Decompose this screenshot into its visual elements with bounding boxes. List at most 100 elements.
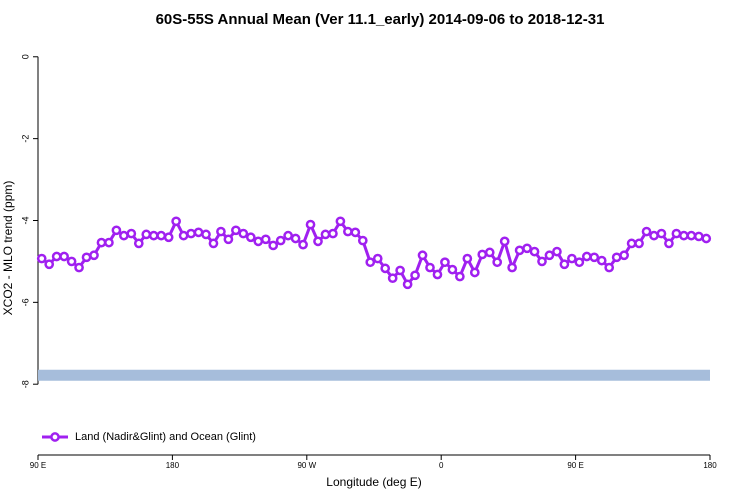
data-point — [596, 255, 607, 266]
data-point — [634, 238, 644, 249]
data-point — [171, 216, 181, 227]
data-point — [686, 230, 697, 241]
x-tick-label: 180 — [166, 461, 180, 470]
data-point — [447, 264, 458, 275]
data-point — [372, 253, 383, 264]
series-line — [40, 217, 707, 288]
data-point — [268, 240, 279, 251]
data-point — [193, 227, 204, 238]
data-point — [387, 273, 398, 284]
data-point — [499, 236, 510, 247]
data-point — [619, 250, 629, 261]
data-point — [335, 216, 346, 227]
data-point — [402, 279, 413, 290]
data-point — [343, 226, 353, 237]
data-point — [245, 232, 256, 243]
y-tick-label: 0 — [20, 54, 30, 59]
data-point — [66, 256, 77, 267]
chart-title: 60S-55S Annual Mean (Ver 11.1_early) 201… — [156, 11, 605, 28]
data-point — [469, 267, 480, 278]
data-point — [425, 262, 435, 273]
data-point — [507, 262, 517, 273]
data-point — [693, 231, 704, 242]
data-point — [514, 245, 525, 256]
data-point — [133, 238, 144, 249]
legend-label: Land (Nadir&Glint) and Ocean (Glint) — [75, 431, 256, 443]
data-point — [395, 265, 405, 276]
data-point — [604, 262, 615, 273]
data-point — [178, 230, 189, 241]
data-point — [417, 250, 428, 261]
data-point — [581, 251, 592, 262]
data-point — [671, 228, 682, 239]
data-point — [365, 257, 376, 268]
data-point — [679, 230, 689, 241]
data-point — [544, 250, 555, 261]
data-point — [141, 229, 152, 240]
data-point — [260, 234, 271, 245]
data-point — [664, 238, 674, 249]
data-point — [96, 237, 107, 248]
data-point — [216, 226, 226, 237]
data-point — [51, 251, 62, 262]
x-tick-label: 90 E — [567, 461, 583, 470]
data-point — [589, 252, 600, 263]
data-point — [611, 252, 622, 263]
data-point — [231, 225, 241, 236]
data-point — [440, 257, 450, 268]
data-point — [529, 246, 540, 257]
data-point — [328, 228, 338, 239]
data-point — [432, 269, 443, 280]
data-point — [81, 252, 92, 263]
x-tick-label: 90 E — [30, 461, 46, 470]
legend-marker — [50, 432, 60, 442]
data-point — [522, 243, 532, 254]
data-point — [380, 263, 391, 274]
data-point — [156, 230, 167, 241]
data-point — [290, 233, 301, 244]
data-point — [238, 228, 249, 239]
y-tick-label: -6 — [20, 298, 30, 306]
data-point — [111, 225, 122, 236]
data-point — [455, 271, 465, 282]
x-tick-label: 0 — [439, 461, 444, 470]
data-point — [59, 251, 69, 262]
data-point — [484, 247, 495, 258]
data-point — [357, 235, 368, 246]
data-point — [656, 228, 667, 239]
data-point — [641, 226, 652, 237]
data-point — [559, 259, 570, 270]
data-point — [574, 257, 585, 268]
data-point — [163, 232, 174, 243]
data-point — [320, 229, 331, 240]
data-point — [74, 262, 84, 273]
data-point — [283, 230, 293, 241]
y-axis-label: XCO2 - MLO trend (ppm) — [1, 181, 15, 316]
data-point — [223, 234, 234, 245]
data-point — [89, 250, 99, 261]
data-point — [208, 238, 219, 249]
data-point — [104, 237, 114, 248]
data-point — [298, 239, 308, 250]
data-point — [44, 259, 55, 270]
x-tick-label: 90 W — [297, 461, 316, 470]
y-tick-label: -8 — [20, 380, 30, 388]
data-point — [148, 230, 159, 241]
data-point — [119, 230, 129, 241]
data-point — [126, 228, 137, 239]
data-point — [649, 230, 659, 241]
data-point — [253, 236, 264, 247]
data-point — [462, 253, 473, 264]
data-point — [492, 257, 503, 268]
data-point — [186, 228, 196, 239]
x-tick-label: 180 — [703, 461, 717, 470]
data-point — [36, 253, 47, 264]
data-point — [626, 238, 637, 249]
y-tick-label: -2 — [20, 135, 30, 143]
data-point — [201, 229, 211, 240]
data-point — [275, 235, 286, 246]
data-point — [350, 227, 361, 238]
data-point — [552, 246, 562, 257]
x-axis-label: Longitude (deg E) — [326, 475, 421, 489]
